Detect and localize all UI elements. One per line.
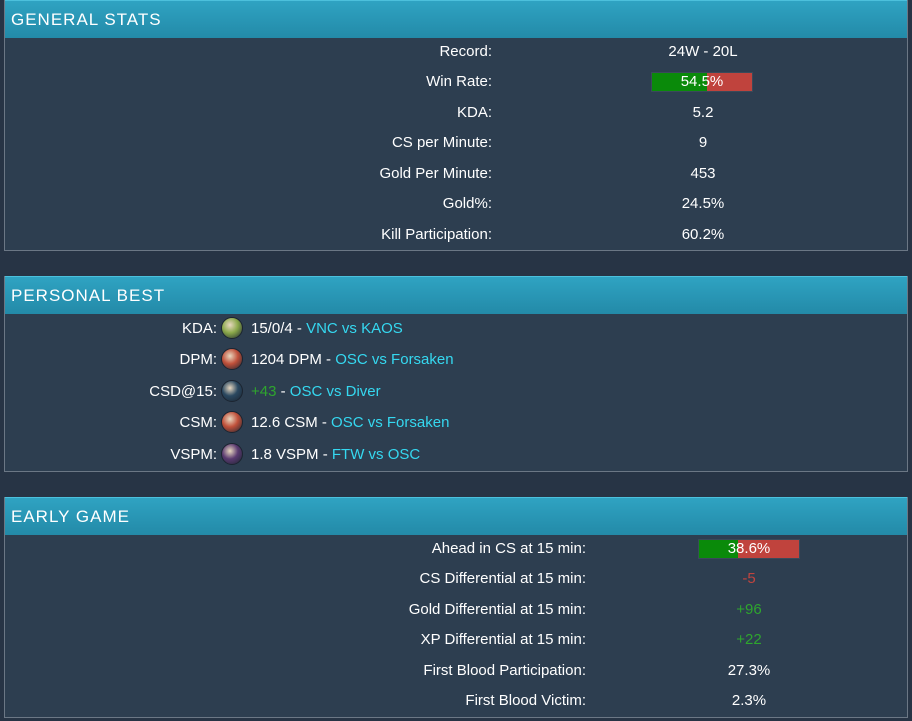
win-rate-bar: 54.5% (651, 72, 753, 92)
early-row-ahead-cs: Ahead in CS at 15 min: 38.6% (5, 534, 907, 564)
ahead-cs-bar: 38.6% (698, 539, 800, 559)
pb-separator: - (318, 446, 332, 463)
stat-value: 24W - 20L (668, 43, 738, 60)
personal-best-row-vspm: VSPM: 1.8 VSPM - FTW vs OSC (5, 439, 907, 470)
champion-portrait-icon[interactable] (221, 348, 243, 370)
personal-best-row-csm: CSM: 12.6 CSM - OSC vs Forsaken (5, 407, 907, 438)
stat-row-gold-per-minute: Gold Per Minute: 453 (5, 159, 907, 189)
pb-separator: - (276, 383, 290, 400)
pb-stat: +43 (251, 383, 277, 400)
stat-label: CS per Minute: (391, 134, 492, 151)
early-game-panel: EARLY GAME Ahead in CS at 15 min: 38.6% … (4, 497, 908, 718)
stat-value: 24.5% (681, 195, 725, 212)
champion-portrait-icon[interactable] (221, 380, 243, 402)
stat-label: Gold Per Minute: (379, 165, 492, 182)
pb-text: 1204 DPM - OSC vs Forsaken (251, 344, 454, 375)
pb-label: CSM: (179, 414, 218, 431)
personal-best-row-kda: KDA: 15/0/4 - VNC vs KAOS (5, 313, 907, 344)
champion-portrait-icon[interactable] (221, 443, 243, 465)
pb-text: 12.6 CSM - OSC vs Forsaken (251, 407, 449, 438)
stat-value: +96 (736, 601, 762, 618)
personal-best-row-csd15: CSD@15: +43 - OSC vs Diver (5, 376, 907, 407)
stat-label: Ahead in CS at 15 min: (431, 540, 586, 557)
stat-row-kda: KDA: 5.2 (5, 98, 907, 128)
stat-label: Record: (439, 43, 492, 60)
pb-separator: - (292, 320, 307, 337)
stat-value: 27.3% (727, 662, 771, 679)
stat-row-win-rate: Win Rate: 54.5% (5, 67, 907, 97)
stat-label: KDA: (456, 104, 492, 121)
stat-value: 2.3% (731, 692, 767, 709)
stat-value: 9 (698, 134, 708, 151)
pb-label: DPM: (179, 351, 218, 368)
early-row-cs-diff: CS Differential at 15 min: -5 (5, 564, 907, 594)
ahead-cs-value: 38.6% (727, 540, 771, 557)
pb-stat: 15/0/4 (251, 320, 293, 337)
stat-label: First Blood Victim: (465, 692, 586, 709)
champion-portrait-icon[interactable] (221, 317, 243, 339)
personal-best-header: PERSONAL BEST (5, 276, 907, 314)
stat-label: XP Differential at 15 min: (420, 631, 586, 648)
match-link[interactable]: OSC vs Diver (289, 383, 381, 400)
personal-best-row-dpm: DPM: 1204 DPM - OSC vs Forsaken (5, 344, 907, 375)
stat-value: -5 (742, 570, 756, 587)
stat-label: Kill Participation: (381, 226, 492, 243)
stat-label: Gold%: (442, 195, 492, 212)
early-row-gold-diff: Gold Differential at 15 min: +96 (5, 595, 907, 625)
stat-value: 453 (690, 165, 716, 182)
match-link[interactable]: VNC vs KAOS (306, 320, 403, 337)
general-stats-panel: GENERAL STATS Record: 24W - 20L Win Rate… (4, 0, 908, 251)
stat-row-gold-percent: Gold%: 24.5% (5, 189, 907, 219)
stat-label: Gold Differential at 15 min: (408, 601, 586, 618)
pb-stat: 12.6 CSM (251, 414, 318, 431)
win-rate-bar-fill (652, 73, 707, 91)
stat-label: CS Differential at 15 min: (419, 570, 586, 587)
pb-label: KDA: (181, 320, 217, 337)
pb-stat: 1.8 VSPM (251, 446, 319, 463)
general-stats-header: GENERAL STATS (5, 0, 907, 38)
personal-best-panel: PERSONAL BEST KDA: 15/0/4 - VNC vs KAOS … (4, 276, 908, 472)
stat-row-cs-per-minute: CS per Minute: 9 (5, 128, 907, 158)
pb-text: +43 - OSC vs Diver (251, 376, 381, 407)
pb-label: CSD@15: (149, 383, 217, 400)
stat-label: First Blood Participation: (423, 662, 586, 679)
early-game-header: EARLY GAME (5, 497, 907, 535)
pb-text: 1.8 VSPM - FTW vs OSC (251, 439, 420, 470)
early-row-first-blood-participation: First Blood Participation: 27.3% (5, 656, 907, 686)
pb-text: 15/0/4 - VNC vs KAOS (251, 313, 403, 344)
stat-value: 5.2 (692, 104, 714, 121)
pb-stat: 1204 DPM (251, 351, 322, 368)
win-rate-value: 54.5% (680, 73, 724, 90)
pb-label: VSPM: (170, 446, 217, 463)
stat-row-kill-participation: Kill Participation: 60.2% (5, 220, 907, 250)
ahead-cs-bar-fill (699, 540, 738, 558)
stat-value: +22 (736, 631, 762, 648)
champion-portrait-icon[interactable] (221, 411, 243, 433)
stat-row-record: Record: 24W - 20L (5, 37, 907, 67)
match-link[interactable]: OSC vs Forsaken (331, 414, 450, 431)
pb-separator: - (321, 351, 336, 368)
pb-separator: - (317, 414, 332, 431)
early-row-xp-diff: XP Differential at 15 min: +22 (5, 625, 907, 655)
match-link[interactable]: OSC vs Forsaken (335, 351, 454, 368)
stat-value: 60.2% (681, 226, 725, 243)
stat-label: Win Rate: (426, 73, 492, 90)
match-link[interactable]: FTW vs OSC (331, 446, 421, 463)
early-row-first-blood-victim: First Blood Victim: 2.3% (5, 686, 907, 716)
